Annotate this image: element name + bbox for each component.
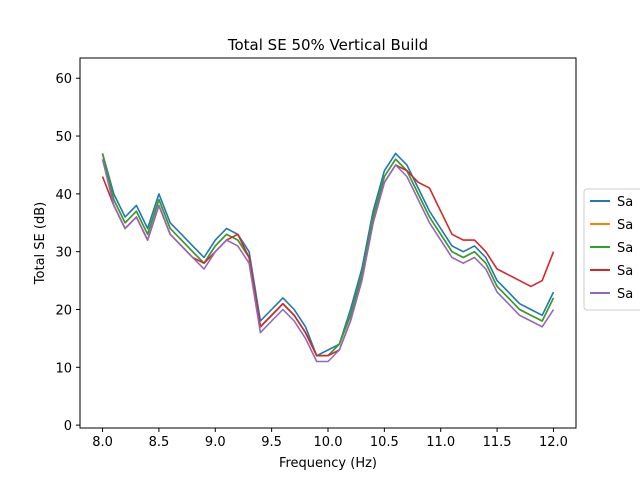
x-tick-label: 10.0 bbox=[314, 435, 343, 450]
series-line-1 bbox=[101, 152, 555, 357]
legend: Sa Sa Sa Sa Sa bbox=[583, 188, 640, 311]
chart-title: Total SE 50% Vertical Build bbox=[227, 36, 428, 54]
legend-label: Sa bbox=[617, 287, 633, 302]
x-tick-label: 9.0 bbox=[205, 435, 226, 450]
y-axis-title: Total SE (dB) bbox=[33, 202, 48, 285]
x-tick-label: 11.5 bbox=[483, 435, 512, 450]
x-axis: 8.0 8.5 9.0 9.5 10.0 10.5 11.0 11.5 12.0 bbox=[92, 428, 568, 450]
series-layer bbox=[101, 152, 555, 363]
series-line-5 bbox=[101, 159, 555, 363]
y-tick-label: 50 bbox=[55, 130, 72, 145]
y-tick-label: 10 bbox=[55, 361, 72, 376]
y-tick-label: 40 bbox=[55, 188, 72, 203]
legend-box bbox=[583, 188, 640, 311]
x-tick-label: 8.0 bbox=[92, 435, 113, 450]
legend-label: Sa bbox=[617, 195, 633, 210]
x-axis-title: Frequency (Hz) bbox=[279, 456, 377, 471]
x-tick-label: 10.5 bbox=[370, 435, 399, 450]
y-tick-label: 0 bbox=[64, 419, 72, 434]
legend-label: Sa bbox=[617, 241, 633, 256]
x-tick-label: 11.0 bbox=[426, 435, 455, 450]
x-tick-label: 12.0 bbox=[539, 435, 568, 450]
legend-label: Sa bbox=[617, 218, 633, 233]
legend-label: Sa bbox=[617, 264, 633, 279]
y-axis: 0 10 20 30 40 50 60 bbox=[55, 72, 80, 434]
y-tick-label: 20 bbox=[55, 303, 72, 318]
y-tick-label: 60 bbox=[55, 72, 72, 87]
x-tick-label: 8.5 bbox=[149, 435, 170, 450]
y-tick-label: 30 bbox=[55, 246, 72, 261]
x-tick-label: 9.5 bbox=[261, 435, 282, 450]
